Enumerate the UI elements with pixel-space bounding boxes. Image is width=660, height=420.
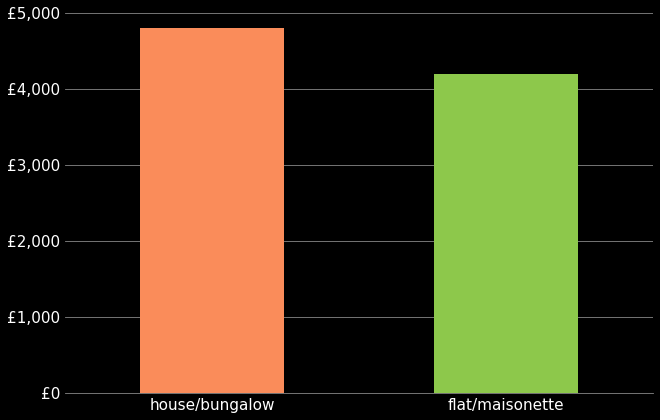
- Bar: [140, 28, 284, 393]
- Bar: [434, 74, 578, 393]
